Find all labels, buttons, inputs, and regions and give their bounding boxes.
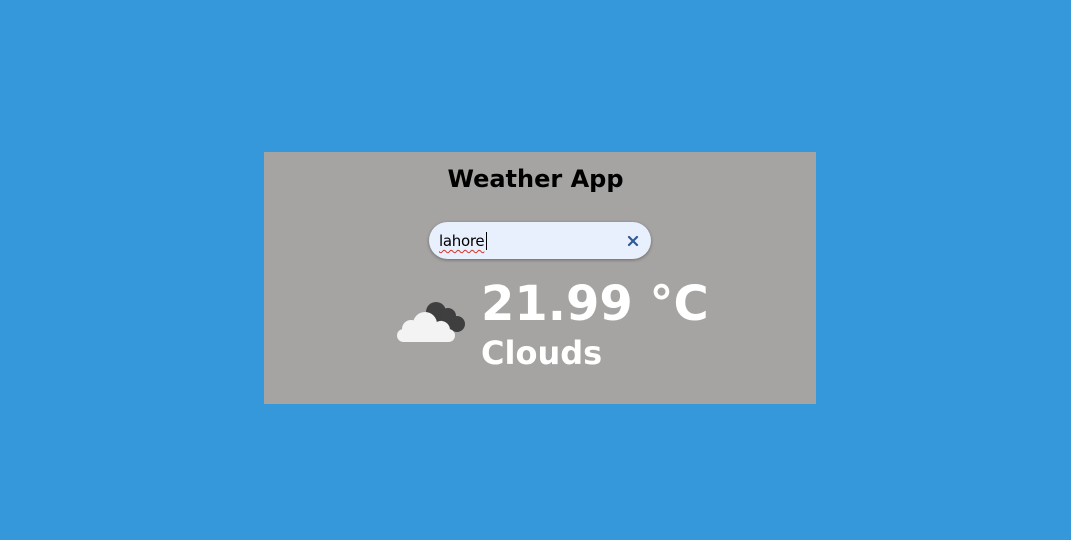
close-icon [627,235,639,247]
clouds-icon [397,302,465,342]
temperature-value: 21.99 °C [481,276,709,332]
text-caret [486,232,487,250]
weather-card [264,152,816,404]
weather-description: Clouds [481,334,603,372]
app-title: Weather App [447,165,624,193]
city-search-field[interactable]: lahore [429,222,651,259]
clear-search-button[interactable] [626,233,640,247]
search-input[interactable]: lahore [439,232,485,250]
